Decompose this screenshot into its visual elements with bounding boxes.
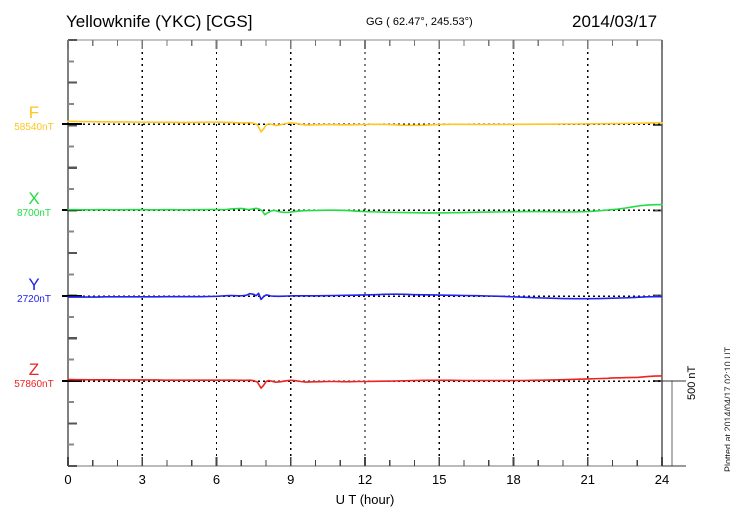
series-letter-y: Y (28, 275, 40, 294)
grid-lines (141, 40, 589, 466)
series-letter-z: Z (28, 360, 40, 379)
geographic-coordinates-label: GG ( 62.47°, 245.53°) (366, 16, 473, 28)
x-tick-label: 6 (212, 472, 221, 487)
x-axis-title: U T (hour) (335, 492, 395, 507)
series-label-y: Y 2720nT (0, 276, 68, 306)
series-baseline-y: 2720nT (17, 294, 51, 305)
axis-frame (67, 39, 672, 467)
series-baseline-f: 58540nT (14, 122, 54, 133)
x-tick-label: 3 (138, 472, 146, 487)
y-axis-ticks (68, 38, 662, 468)
series-baseline-z: 57860nT (14, 379, 54, 390)
plotted-at-timestamp: Plotted at 2014/04/17 02:10 UT (723, 346, 730, 472)
x-tick-label: 12 (357, 472, 373, 487)
series-letter-x: X (28, 189, 40, 208)
x-tick-label: 15 (432, 472, 447, 487)
page-title: Yellowknife (YKC) [CGS] (66, 12, 253, 31)
series-label-f: F 58540nT (0, 104, 68, 134)
series-label-z: Z 57860nT (0, 361, 68, 391)
scale-bar-label: 500 nT (686, 365, 698, 400)
observation-date-label: 2014/03/17 (572, 12, 658, 31)
series-baseline-x: 8700nT (17, 208, 51, 219)
x-tick-label: 0 (64, 472, 72, 487)
x-tick-label: 9 (287, 472, 295, 487)
x-tick-label: 24 (654, 472, 670, 487)
series-letter-f: F (28, 103, 40, 122)
scale-bar (662, 380, 686, 467)
x-tick-label: 18 (506, 472, 521, 487)
data-traces (67, 120, 663, 389)
baseline-reference-lines (62, 123, 662, 382)
x-tick-label: 21 (580, 472, 595, 487)
series-label-x: X 8700nT (0, 190, 68, 220)
x-axis-ticks (67, 40, 663, 466)
